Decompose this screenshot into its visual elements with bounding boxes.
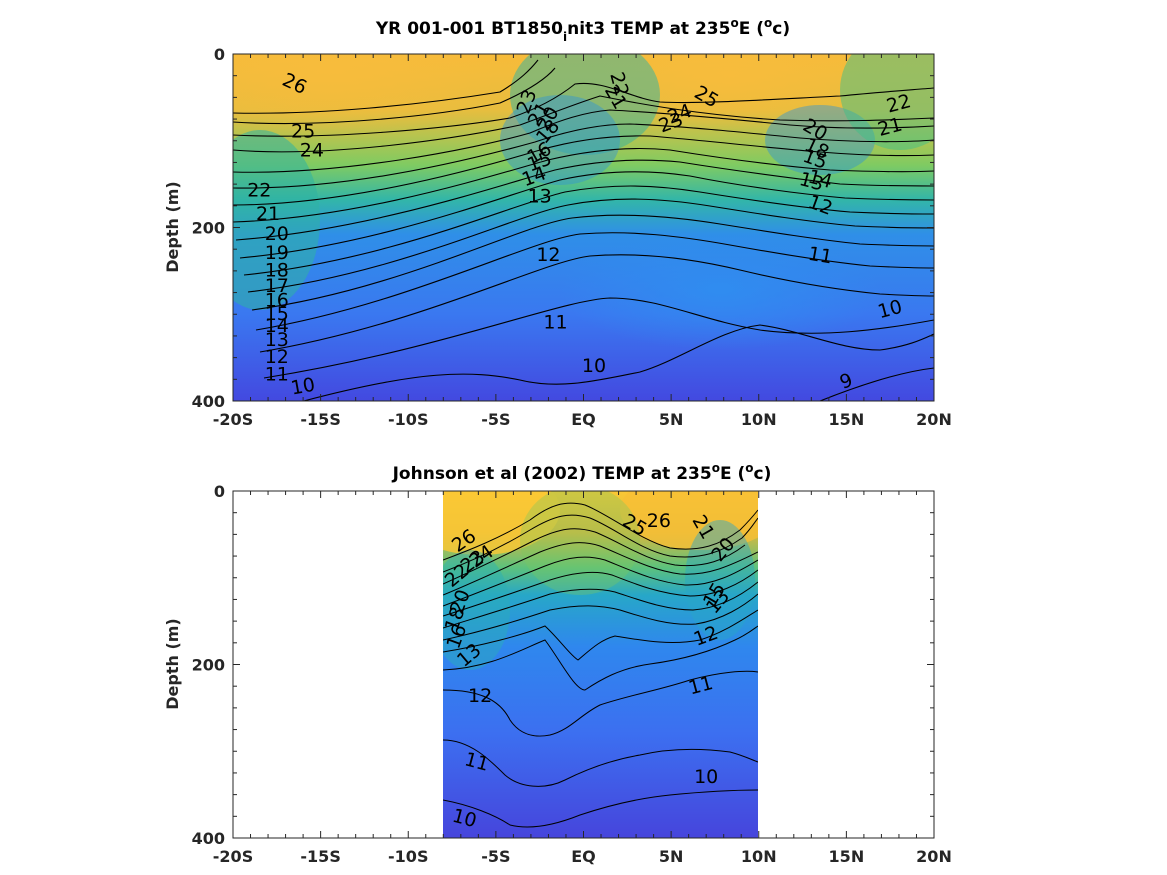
x-tick-label: -20S <box>213 847 253 866</box>
x-tick-label: 5N <box>659 410 684 429</box>
x-tick-label: -10S <box>388 410 428 429</box>
contour-label: 17 <box>265 275 289 297</box>
bottom-field <box>443 491 758 838</box>
contour-label: 15 <box>265 303 289 325</box>
contour-label: 13 <box>265 329 289 351</box>
contour-label: 11 <box>806 243 834 269</box>
top-title: YR 001-001 BT1850init3 TEMP at 235oE (oc… <box>375 16 790 44</box>
top-contours <box>233 59 934 401</box>
contour-label: 18 <box>265 259 289 281</box>
y-tick-label: 400 <box>192 392 225 411</box>
x-tick-label: EQ <box>571 410 596 429</box>
bottom-title: Johnson et al (2002) TEMP at 235oE (oc) <box>392 461 772 484</box>
contour-label: 26 <box>647 510 671 532</box>
contour-label: 10 <box>582 355 606 377</box>
x-tick-label: 15N <box>829 847 865 866</box>
contour-label: 10 <box>694 766 718 788</box>
x-tick-label: -15S <box>300 847 340 866</box>
bottom-y-tick-labels: 0 200 400 <box>192 482 225 848</box>
top-ticks <box>232 53 935 402</box>
y-tick-label: 200 <box>192 656 225 675</box>
contour-label: 11 <box>265 363 289 385</box>
contour-label: 19 <box>265 242 289 264</box>
x-tick-label: EQ <box>571 847 596 866</box>
y-tick-label: 400 <box>192 829 225 848</box>
x-tick-label: 5N <box>659 847 684 866</box>
bottom-panel: Johnson et al (2002) TEMP at 235oE (oc) <box>163 461 952 866</box>
y-tick-label: 0 <box>214 45 225 64</box>
x-tick-label: -5S <box>481 410 510 429</box>
x-tick-label: -20S <box>213 410 253 429</box>
contour-label: 25 <box>291 121 315 143</box>
y-tick-label: 200 <box>192 219 225 238</box>
contour-label: 12 <box>265 346 289 368</box>
contour-label: 10 <box>289 374 317 400</box>
x-tick-label: 20N <box>916 847 952 866</box>
x-tick-label: 15N <box>829 410 865 429</box>
top-field <box>233 54 934 401</box>
x-tick-label: 10N <box>741 847 777 866</box>
top-x-tick-labels: -20S -15S -10S -5S EQ 5N 10N 15N 20N <box>213 410 952 429</box>
contour-label: 22 <box>247 180 271 202</box>
x-tick-label: 10N <box>741 410 777 429</box>
x-tick-label: -15S <box>300 410 340 429</box>
top-panel: YR 001-001 BT1850init3 TEMP at 235oE (oc… <box>163 16 952 429</box>
contour-label: 21 <box>256 203 280 225</box>
contour-label: 24 <box>300 140 324 162</box>
x-tick-label: -5S <box>481 847 510 866</box>
x-tick-label: -10S <box>388 847 428 866</box>
contour-label: 13 <box>528 186 552 208</box>
contour-label: 16 <box>265 290 289 312</box>
contour-label: 12 <box>536 244 560 266</box>
contour-label: 20 <box>265 223 289 245</box>
top-y-tick-labels: 0 200 400 <box>192 45 225 411</box>
bottom-ticks <box>232 490 935 839</box>
bottom-contours <box>443 502 758 828</box>
contour-label: 14 <box>265 315 289 337</box>
top-y-axis-label: Depth (m) <box>163 181 182 273</box>
contour-label: 11 <box>543 311 567 333</box>
bottom-x-tick-labels: -20S -15S -10S -5S EQ 5N 10N 15N 20N <box>213 847 952 866</box>
x-tick-label: 20N <box>916 410 952 429</box>
contour-label: 12 <box>468 685 492 707</box>
y-tick-label: 0 <box>214 482 225 501</box>
bottom-y-axis-label: Depth (m) <box>163 618 182 710</box>
